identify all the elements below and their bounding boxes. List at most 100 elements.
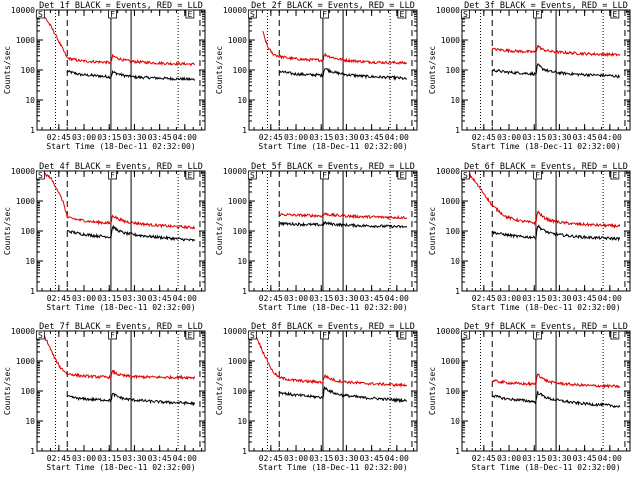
flag-label-f: F [110, 10, 115, 19]
x-tick-label: 03:45 [360, 454, 384, 463]
y-axis-label: Counts/sec [215, 207, 224, 255]
x-tick-label: 02:45 [259, 133, 283, 142]
y-tick-label: 10 [450, 417, 460, 426]
x-axis-label: Start Time (18-Dec-11 02:32:00) [258, 303, 407, 312]
flag-box-s [35, 330, 45, 340]
plot-frame [248, 170, 418, 292]
flag-box-s [247, 170, 257, 180]
x-axis-label: Start Time (18-Dec-11 02:32:00) [471, 463, 620, 472]
x-tick-label: 03:00 [284, 294, 308, 303]
y-tick-label: 1000 [228, 36, 247, 45]
y-axis-label: Counts/sec [428, 46, 437, 94]
y-tick-label: 10000 [223, 6, 247, 15]
flag-box-s [460, 170, 470, 180]
flag-label-s: S [250, 171, 255, 180]
y-tick-label: 1000 [228, 197, 247, 206]
flag-box-f [533, 9, 542, 19]
y-tick-label: 1 [30, 126, 35, 135]
flag-label-s: S [38, 171, 43, 180]
flag-label-e: E [399, 10, 404, 19]
y-axis-label: Counts/sec [428, 367, 437, 415]
series-layer [40, 331, 196, 407]
x-axis-label: Start Time (18-Dec-11 02:32:00) [46, 303, 195, 312]
flag-box-e [185, 9, 195, 19]
flag-box-f [533, 170, 542, 180]
events-series-line [491, 391, 621, 409]
flag-box-f [320, 330, 330, 340]
marker-lines [54, 331, 201, 451]
x-tick-label: 03:30 [122, 133, 146, 142]
marker-lines [266, 171, 413, 291]
y-tick-label: 100 [446, 387, 461, 396]
x-tick-label: 03:15 [97, 294, 121, 303]
y-tick-label: 10000 [11, 167, 35, 176]
x-tick-label: 03:45 [573, 454, 597, 463]
lld-series-line [491, 44, 621, 58]
events-series-line [66, 224, 196, 242]
lld-series-line [465, 171, 621, 229]
x-tick-label: 03:45 [573, 294, 597, 303]
lld-series-line [262, 30, 408, 66]
y-tick-label: 1000 [16, 197, 35, 206]
x-tick-label: 03:30 [122, 294, 146, 303]
flag-box-e [610, 9, 620, 19]
y-tick-label: 1 [242, 287, 247, 296]
lld-series-line [40, 10, 196, 67]
flag-label-e: E [612, 10, 617, 19]
y-axis-label: Counts/sec [428, 207, 437, 255]
x-axis-label: Start Time (18-Dec-11 02:32:00) [46, 142, 195, 151]
flag-box-s [460, 9, 470, 19]
x-axis-label: Start Time (18-Dec-11 02:32:00) [46, 463, 195, 472]
marker-lines [479, 10, 626, 130]
marker-lines [54, 10, 201, 130]
plot-frame [461, 330, 631, 452]
marker-lines [266, 331, 413, 451]
panel-title: Det 8f BLACK = Events, RED = LLD [251, 322, 415, 332]
y-axis-label: Counts/sec [3, 207, 12, 255]
series-layer [262, 30, 408, 81]
flag-box-f [108, 9, 117, 19]
y-tick-label: 100 [21, 387, 36, 396]
y-tick-label: 10 [450, 257, 460, 266]
y-tick-label: 1000 [441, 357, 460, 366]
x-tick-label: 03:30 [547, 294, 571, 303]
lld-series-line [278, 212, 408, 220]
y-axis-label: Counts/sec [3, 367, 12, 415]
x-tick-label: 02:45 [47, 133, 71, 142]
panel-det-3: Det 3f BLACK = Events, RED = LLD 1 10 100 10… [428, 1, 631, 151]
y-axis-label: Counts/sec [215, 46, 224, 94]
y-tick-label: 1 [455, 287, 460, 296]
series-layer [491, 373, 621, 409]
y-tick-label: 10000 [11, 327, 35, 336]
events-series-line [66, 392, 196, 407]
panel-det-9: Det 9f BLACK = Events, RED = LLD 1 10 100 10… [428, 322, 631, 472]
y-tick-label: 1 [455, 447, 460, 456]
flag-label-e: E [399, 331, 404, 340]
x-tick-label: 03:45 [148, 133, 172, 142]
series-layer [40, 171, 196, 242]
panel-det-8: Det 8f BLACK = Events, RED = LLD 1 10 100 10… [215, 322, 418, 472]
x-tick-label: 04:00 [385, 454, 409, 463]
plot-frame [461, 170, 631, 292]
flag-box-e [397, 9, 407, 19]
x-tick-label: 03:30 [334, 294, 358, 303]
flag-box-e [185, 170, 195, 180]
panel-title: Det 5f BLACK = Events, RED = LLD [251, 162, 415, 172]
y-axis-label: Counts/sec [215, 367, 224, 415]
x-tick-label: 03:00 [497, 294, 521, 303]
marker-lines [266, 10, 413, 130]
events-series-line [279, 220, 408, 229]
flag-label-s: S [463, 171, 468, 180]
y-tick-label: 10 [237, 96, 247, 105]
events-series-line [491, 224, 621, 242]
plot-frame [248, 9, 418, 131]
events-series-line [278, 67, 408, 81]
panel-det-2: Det 2f BLACK = Events, RED = LLD 1 10 100 10… [215, 1, 418, 151]
x-tick-label: 02:45 [259, 454, 283, 463]
y-tick-label: 100 [446, 227, 461, 236]
flag-label-f: F [535, 171, 540, 180]
panel-det-7: Det 7f BLACK = Events, RED = LLD 1 10 100 10… [3, 322, 206, 472]
x-tick-label: 03:15 [309, 454, 333, 463]
y-tick-label: 1 [30, 447, 35, 456]
flag-label-s: S [250, 10, 255, 19]
